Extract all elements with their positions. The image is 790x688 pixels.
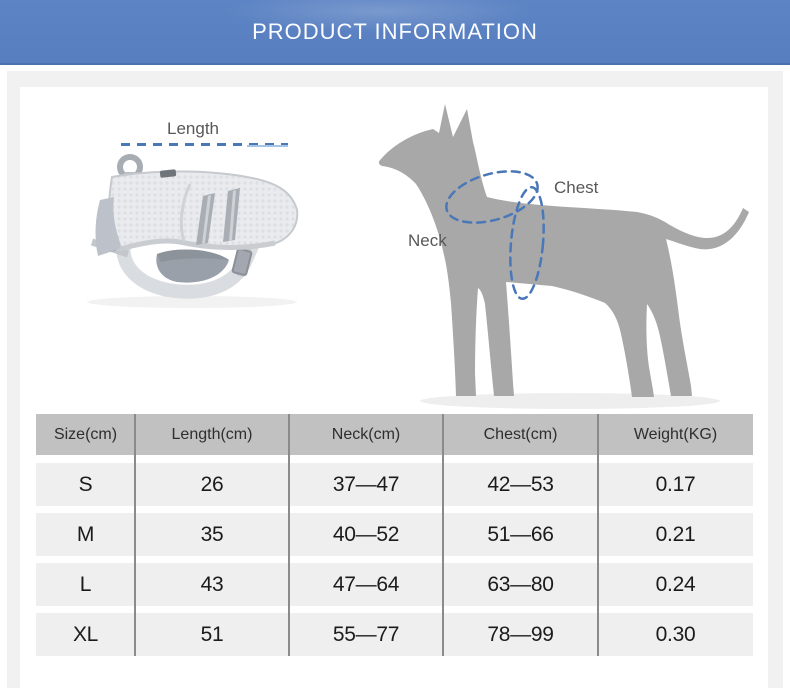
neck-measure-ellipse [445, 170, 539, 224]
cell-size: L [36, 563, 135, 606]
cell-neck: 40—52 [289, 513, 443, 556]
cell-weight: 0.24 [598, 563, 753, 606]
cell-length: 35 [135, 513, 289, 556]
page-title: PRODUCT INFORMATION [252, 18, 538, 44]
cell-neck: 47—64 [289, 563, 443, 606]
harness-shadow [87, 296, 297, 308]
cell-neck: 55—77 [289, 613, 443, 656]
neck-label: Neck [408, 231, 447, 250]
neck-flap-patch [95, 197, 122, 256]
chest-seam [179, 183, 192, 243]
dog-silhouette [378, 104, 749, 409]
length-measure-line-end [247, 145, 288, 147]
column-divider [288, 414, 290, 656]
dog-body [378, 104, 749, 397]
cell-weight: 0.30 [598, 613, 753, 656]
table-row: L 43 47—64 63—80 0.24 [36, 563, 753, 606]
chest-measure-ellipse [509, 185, 545, 301]
column-divider [597, 414, 599, 656]
header-size: Size(cm) [36, 414, 135, 455]
cell-size: XL [36, 613, 135, 656]
length-label: Length [167, 119, 219, 138]
table-header-row: Size(cm) Length(cm) Neck(cm) Chest(cm) W… [36, 414, 753, 455]
table-row: XL 51 55—77 78—99 0.30 [36, 613, 753, 656]
vest-trim [119, 238, 276, 252]
belly-strap [116, 235, 259, 299]
cell-size: S [36, 463, 135, 506]
cell-weight: 0.17 [598, 463, 753, 506]
buckle-icon [231, 248, 253, 276]
column-divider [442, 414, 444, 656]
belly-mesh-shade [157, 249, 229, 262]
cell-chest: 78—99 [443, 613, 598, 656]
cell-chest: 42—53 [443, 463, 598, 506]
header-chest: Chest(cm) [443, 414, 598, 455]
cell-size: M [36, 513, 135, 556]
cell-neck: 37—47 [289, 463, 443, 506]
table-row: M 35 40—52 51—66 0.21 [36, 513, 753, 556]
cell-length: 51 [135, 613, 289, 656]
cell-chest: 63—80 [443, 563, 598, 606]
cell-chest: 51—66 [443, 513, 598, 556]
size-table: Size(cm) Length(cm) Neck(cm) Chest(cm) W… [36, 414, 753, 656]
stripe-highlight [202, 195, 211, 244]
banner: PRODUCT INFORMATION [0, 0, 790, 65]
header-length: Length(cm) [135, 414, 289, 455]
chest-label: Chest [554, 178, 599, 197]
cell-weight: 0.21 [598, 513, 753, 556]
table-row: S 26 37—47 42—53 0.17 [36, 463, 753, 506]
header-weight: Weight(KG) [598, 414, 753, 455]
length-measure-line [121, 143, 288, 146]
harness-illustration [87, 154, 299, 308]
stripe-highlight [229, 190, 236, 241]
column-divider [134, 414, 136, 656]
top-tab [159, 169, 177, 178]
header-neck: Neck(cm) [289, 414, 443, 455]
cell-length: 26 [135, 463, 289, 506]
cell-length: 43 [135, 563, 289, 606]
